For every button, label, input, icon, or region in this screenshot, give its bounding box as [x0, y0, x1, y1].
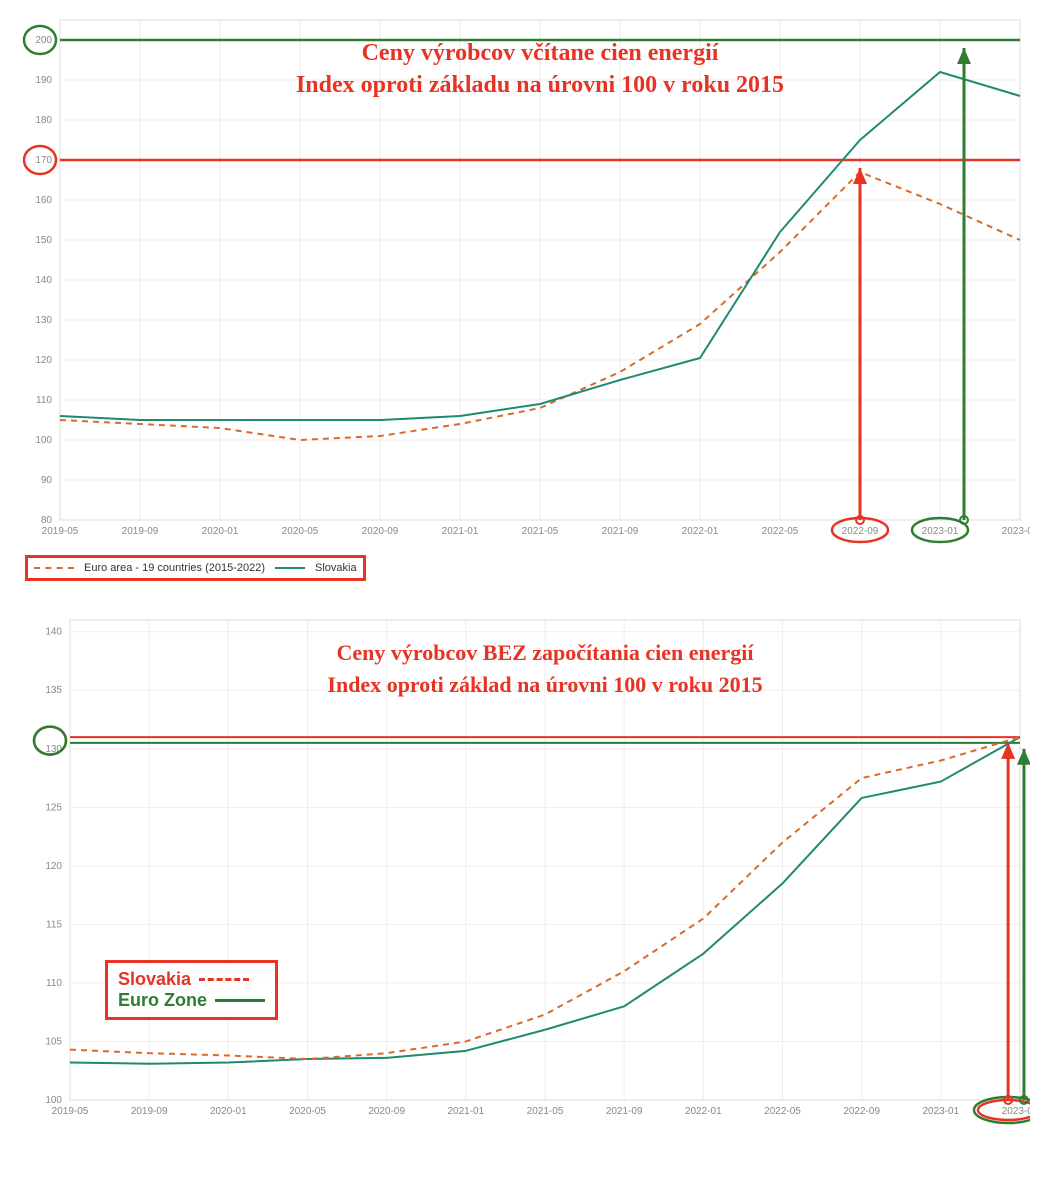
legend-euro-label: Euro area - 19 countries (2015-2022) [84, 562, 265, 574]
slovakia-solid-swatch [275, 567, 305, 569]
svg-text:125: 125 [45, 802, 62, 813]
svg-text:110: 110 [36, 395, 52, 406]
svg-text:2020-09: 2020-09 [362, 526, 399, 537]
svg-text:2021-01: 2021-01 [447, 1106, 484, 1117]
svg-text:2023-01: 2023-01 [922, 526, 959, 537]
svg-text:2022-01: 2022-01 [685, 1106, 722, 1117]
svg-text:170: 170 [35, 155, 52, 166]
legend2-sk-label: Slovakia [118, 969, 191, 990]
svg-text:2020-01: 2020-01 [210, 1106, 247, 1117]
svg-text:140: 140 [35, 275, 52, 286]
svg-text:2022-01: 2022-01 [682, 526, 719, 537]
svg-text:Index oproti základu na úrovni: Index oproti základu na úrovni 100 v rok… [296, 72, 784, 98]
svg-text:2023-01: 2023-01 [922, 1106, 959, 1117]
svg-text:160: 160 [35, 195, 52, 206]
euro-solid-swatch [215, 999, 265, 1002]
svg-text:120: 120 [35, 355, 52, 366]
svg-text:150: 150 [35, 235, 52, 246]
chart1-legend: Euro area - 19 countries (2015-2022) Slo… [25, 555, 366, 581]
chart-without-energy: 1001051101151201251301351402019-052019-0… [10, 610, 1040, 1130]
svg-text:100: 100 [35, 435, 52, 446]
svg-text:120: 120 [45, 861, 62, 872]
svg-text:2021-01: 2021-01 [442, 526, 479, 537]
chart-with-energy: 80 90 100 110 120 130 140 150 160 170 180 190 200 201… [10, 10, 1040, 570]
svg-text:2023-05: 2023-05 [1002, 1106, 1030, 1117]
svg-text:100: 100 [45, 1095, 62, 1106]
svg-text:Index oproti základ na úrovni: Index oproti základ na úrovni 100 v roku… [327, 672, 762, 697]
svg-text:Ceny výrobcov BEZ započítania: Ceny výrobcov BEZ započítania cien energ… [337, 640, 755, 665]
svg-text:135: 135 [45, 685, 62, 696]
svg-text:2020-01: 2020-01 [202, 526, 239, 537]
slovakia-dash-swatch [199, 978, 249, 981]
svg-text:110: 110 [46, 978, 62, 989]
svg-text:2019-05: 2019-05 [42, 526, 79, 537]
euro-dash-swatch [34, 567, 74, 569]
svg-text:90: 90 [41, 475, 53, 486]
svg-text:2021-09: 2021-09 [602, 526, 639, 537]
svg-text:2019-05: 2019-05 [52, 1106, 89, 1117]
svg-text:190: 190 [35, 75, 52, 86]
svg-text:105: 105 [45, 1036, 62, 1047]
svg-text:2023-05: 2023-05 [1002, 526, 1030, 537]
svg-text:2020-09: 2020-09 [368, 1106, 405, 1117]
svg-text:200: 200 [35, 35, 52, 46]
svg-text:Ceny výrobcov včítane cien ene: Ceny výrobcov včítane cien energií [362, 40, 719, 66]
svg-text:2020-05: 2020-05 [282, 526, 319, 537]
svg-text:140: 140 [45, 627, 62, 638]
svg-text:180: 180 [35, 115, 52, 126]
svg-text:2019-09: 2019-09 [122, 526, 159, 537]
svg-text:2021-05: 2021-05 [522, 526, 559, 537]
svg-text:2020-05: 2020-05 [289, 1106, 326, 1117]
legend-sk-label: Slovakia [315, 562, 357, 574]
chart2-svg: 1001051101151201251301351402019-052019-0… [10, 610, 1030, 1130]
chart1-svg: 80 90 100 110 120 130 140 150 160 170 180 190 200 201… [10, 10, 1030, 570]
svg-text:115: 115 [46, 919, 62, 930]
svg-text:2019-09: 2019-09 [131, 1106, 168, 1117]
chart2-legend: Slovakia Euro Zone [105, 960, 278, 1020]
svg-text:2021-09: 2021-09 [606, 1106, 643, 1117]
svg-text:2022-05: 2022-05 [762, 526, 799, 537]
svg-text:2021-05: 2021-05 [527, 1106, 564, 1117]
svg-text:2022-05: 2022-05 [764, 1106, 801, 1117]
svg-text:80: 80 [41, 515, 53, 526]
svg-text:130: 130 [35, 315, 52, 326]
svg-text:2022-09: 2022-09 [842, 526, 879, 537]
legend2-eu-label: Euro Zone [118, 990, 207, 1011]
svg-text:2022-09: 2022-09 [843, 1106, 880, 1117]
